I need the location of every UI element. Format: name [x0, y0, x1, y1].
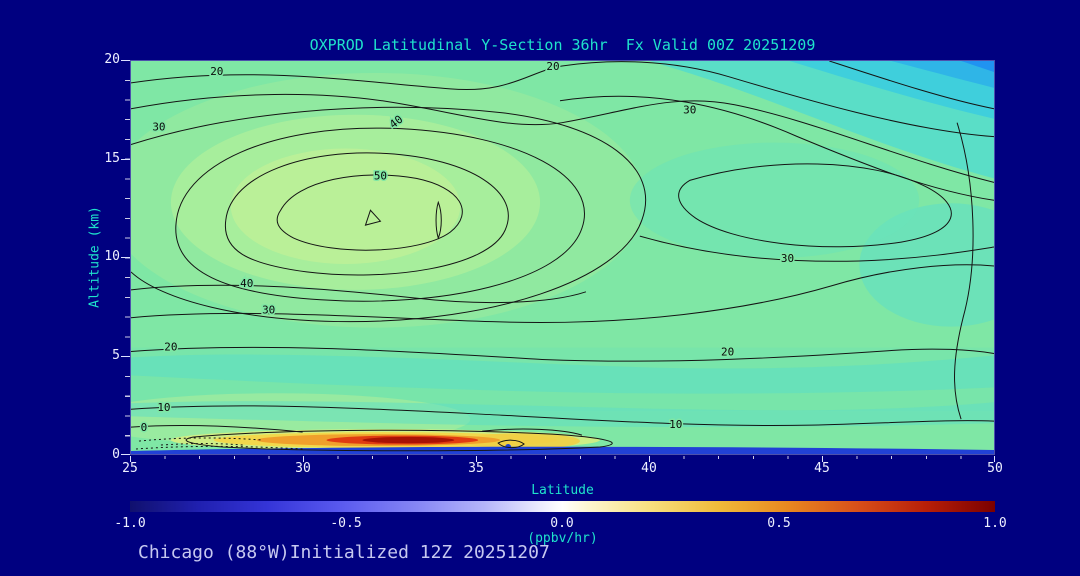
x-tick-label: 30: [295, 461, 311, 476]
colorbar-units-label: (ppbv/hr): [527, 531, 598, 546]
y-tick-mark: [121, 60, 130, 61]
contour-label: 30: [152, 121, 165, 134]
x-tick-label: 50: [987, 461, 1003, 476]
x-tick-mark: [822, 456, 823, 462]
contour-lines: [131, 61, 994, 452]
contour-label: 20: [721, 346, 734, 359]
x-tick-mark: [303, 456, 304, 462]
contour-label: 20: [546, 61, 559, 73]
colorbar-tick-label: -1.0: [114, 516, 146, 531]
contour-lines-dotted: [135, 437, 303, 450]
y-tick-label: 5: [112, 348, 120, 363]
y-tick-mark: [121, 454, 130, 455]
x-tick-mark: [130, 456, 131, 462]
x-tick-mark: [649, 456, 650, 462]
contour-plot-area: 20 20 30 40 50 30 30 40 30 20 20 10 10 0: [130, 60, 995, 455]
contour-label: 30: [781, 252, 794, 265]
contour-label: 30: [262, 304, 275, 317]
contour-labels: 20 20 30 40 50 30 30 40 30 20 20 10 10 0: [139, 61, 795, 436]
contour-label: 10: [669, 418, 682, 431]
y-tick-label: 0: [112, 447, 120, 462]
x-tick-label: 35: [468, 461, 484, 476]
y-tick-mark: [121, 159, 130, 160]
x-axis-label: Latitude: [531, 483, 594, 498]
x-tick-mark: [994, 456, 995, 462]
x-axis-minor-ticks: [130, 456, 995, 459]
contour-label: 20: [210, 65, 223, 78]
footer-annotation: Chicago (88°W)Initialized 12Z 20251207: [138, 542, 550, 563]
filled-contour-field: [131, 61, 994, 454]
x-tick-mark: [476, 456, 477, 462]
colorbar-tick-label: 1.0: [983, 516, 1007, 531]
colorbar: [130, 501, 995, 512]
colorbar-tick-label: -0.5: [330, 516, 362, 531]
contour-label: 30: [683, 104, 696, 117]
y-tick-label: 20: [104, 52, 120, 67]
colorbar-tick-label: 0.0: [550, 516, 574, 531]
contour-label: 0: [141, 421, 148, 434]
contour-label: 10: [157, 401, 170, 414]
x-tick-label: 40: [641, 461, 657, 476]
y-tick-mark: [121, 257, 130, 258]
y-tick-mark: [121, 356, 130, 357]
colorbar-tick-label: 0.5: [767, 516, 791, 531]
contour-label: 40: [240, 277, 253, 290]
plot-title: OXPROD Latitudinal Y-Section 36hr Fx Val…: [309, 36, 816, 54]
contour-field-svg: 20 20 30 40 50 30 30 40 30 20 20 10 10 0: [131, 61, 994, 454]
x-tick-label: 25: [122, 461, 138, 476]
y-tick-label: 10: [104, 249, 120, 264]
contour-label: 20: [164, 341, 177, 354]
y-tick-label: 15: [104, 151, 120, 166]
contour-label: 50: [374, 169, 387, 182]
x-tick-label: 45: [814, 461, 830, 476]
